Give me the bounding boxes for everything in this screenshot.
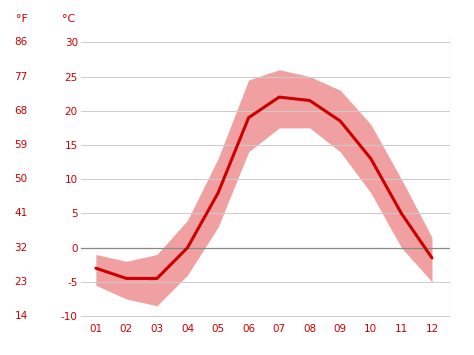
Text: 77: 77 bbox=[15, 72, 28, 82]
Text: 59: 59 bbox=[15, 140, 28, 150]
Text: 14: 14 bbox=[15, 311, 28, 321]
Text: °C: °C bbox=[62, 15, 75, 24]
Text: °F: °F bbox=[16, 15, 28, 24]
Text: 23: 23 bbox=[15, 277, 28, 287]
Text: 41: 41 bbox=[15, 208, 28, 218]
Text: 86: 86 bbox=[15, 37, 28, 47]
Text: 50: 50 bbox=[15, 174, 28, 184]
Text: 32: 32 bbox=[15, 243, 28, 253]
Text: 68: 68 bbox=[15, 106, 28, 116]
